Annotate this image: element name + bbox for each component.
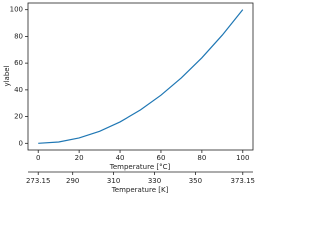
x2-tick-label: 373.15	[231, 177, 256, 185]
x2-tick-label: 290	[66, 177, 79, 185]
x-tick-label: 0	[36, 154, 40, 162]
y-tick-label: 40	[14, 86, 23, 94]
x-tick-label: 60	[156, 154, 165, 162]
x-axis-label: Temperature [°C]	[109, 163, 171, 171]
y-tick-label: 60	[14, 59, 23, 67]
y-tick-label: 100	[10, 6, 23, 14]
chart: Temperature [°C] Temperature [K] ylabel …	[3, 2, 256, 194]
y-axis-label: ylabel	[3, 65, 11, 86]
x2-tick-label: 350	[189, 177, 202, 185]
y-tick-label: 80	[14, 32, 23, 40]
x-tick-label: 80	[197, 154, 206, 162]
x-tick-label: 100	[236, 154, 249, 162]
x2-tick-label: 330	[148, 177, 161, 185]
x2-axis-label: Temperature [K]	[111, 186, 169, 194]
x-tick-label: 20	[75, 154, 84, 162]
plot-frame	[27, 2, 254, 151]
x-tick-label: 40	[116, 154, 125, 162]
y-tick-label: 20	[14, 113, 23, 121]
line-series	[38, 9, 244, 144]
y-tick-label: 0	[19, 139, 23, 147]
x2-tick-label: 310	[107, 177, 120, 185]
x2-tick-label: 273.15	[26, 177, 51, 185]
